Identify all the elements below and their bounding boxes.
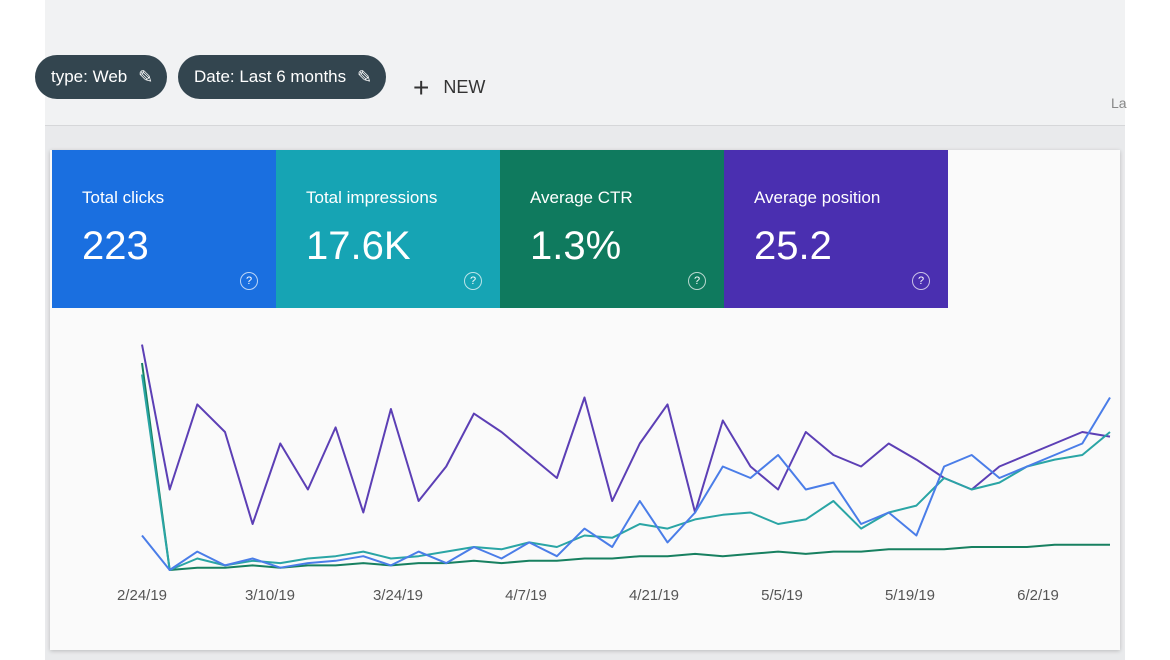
series-line — [141, 396, 1111, 571]
metric-label: Average position — [754, 188, 881, 207]
new-button[interactable]: NEW — [413, 72, 485, 104]
metric-value: 1.3% — [530, 224, 622, 268]
x-tick-label: 5/5/19 — [761, 587, 803, 604]
metric-value: 25.2 — [754, 224, 832, 268]
cut-text: La — [1111, 95, 1127, 111]
x-tick-label: 4/21/19 — [629, 587, 679, 604]
filter-chip[interactable]: type: Web — [35, 55, 168, 99]
x-tick-label: 2/24/19 — [117, 587, 167, 604]
x-tick-label: 3/24/19 — [373, 587, 423, 604]
x-tick-label: 3/10/19 — [245, 587, 295, 604]
filter-chip[interactable]: Date: Last 6 months — [178, 55, 387, 99]
help-icon: ? — [240, 272, 258, 290]
x-tick-label: 4/7/19 — [505, 587, 547, 604]
metric-label: Total clicks — [82, 188, 165, 207]
metric-value: 223 — [82, 224, 149, 268]
series-line — [141, 374, 1111, 571]
series-line — [141, 344, 1111, 525]
metric-card[interactable]: Total impressions 17.6K? — [276, 150, 500, 308]
x-tick-label: 5/19/19 — [885, 587, 935, 604]
metric-card[interactable]: Average position 25.2? — [724, 150, 948, 308]
metric-label: Average CTR — [530, 188, 633, 207]
metric-value: 17.6K — [306, 224, 411, 268]
metric-card[interactable]: Total clicks 223? — [52, 150, 276, 308]
series-line — [141, 362, 1110, 571]
metric-label: Total impressions — [306, 188, 438, 207]
help-icon: ? — [912, 272, 930, 290]
help-icon: ? — [464, 272, 482, 290]
x-tick-label: 6/2/19 — [1017, 587, 1059, 604]
toolbar: type: Web Date: Last 6 months NEW La — [35, 0, 1127, 126]
help-icon: ? — [688, 272, 706, 290]
metric-card[interactable]: Average CTR 1.3%? — [500, 150, 724, 308]
